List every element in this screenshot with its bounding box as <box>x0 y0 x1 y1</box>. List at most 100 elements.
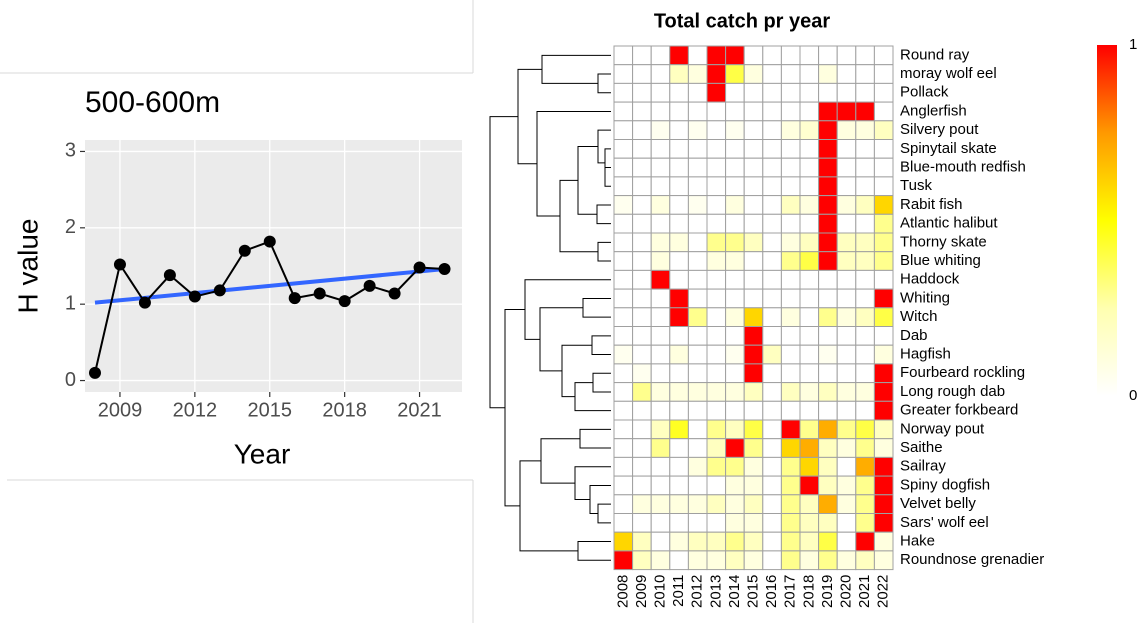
heat-cell <box>762 513 782 533</box>
heat-cell <box>650 382 671 402</box>
heat-cell <box>836 101 857 122</box>
heat-cell <box>762 344 782 365</box>
heat-cell <box>836 400 857 421</box>
heat-cell <box>762 550 782 571</box>
heat-cell <box>632 213 652 234</box>
heat-cell <box>725 120 745 141</box>
heat-cell <box>669 363 689 384</box>
heat-cell <box>780 176 801 197</box>
row-label: Fourbeard rockling <box>900 364 1025 381</box>
heat-cell <box>818 382 838 402</box>
heat-cell <box>855 45 875 66</box>
data-point <box>388 287 401 300</box>
heat-cell <box>613 195 634 215</box>
heat-cell <box>632 550 652 571</box>
heat-cell <box>669 531 689 552</box>
row-label: Greater forkbeard <box>900 402 1018 419</box>
row-label: Haddock <box>900 271 960 288</box>
data-point <box>338 295 351 308</box>
row-label: Velvet belly <box>900 495 976 512</box>
heat-cell <box>669 475 689 496</box>
heat-cell <box>650 307 671 327</box>
heat-cell <box>818 456 838 477</box>
heat-cell <box>725 213 745 234</box>
heat-cell <box>743 269 764 290</box>
heat-cell <box>669 382 689 402</box>
heat-cell <box>799 213 820 234</box>
heat-cell <box>873 157 894 178</box>
row-label: Spinytail skate <box>900 140 997 157</box>
heat-cell <box>762 139 782 159</box>
heat-cell <box>669 326 689 346</box>
heat-cell <box>836 120 857 141</box>
data-point <box>263 235 276 248</box>
heat-cell <box>836 494 857 514</box>
heat-cell <box>632 82 652 103</box>
heat-cell <box>743 326 764 346</box>
heat-cell <box>818 475 838 496</box>
heat-cell <box>706 531 727 552</box>
heat-cell <box>836 157 857 178</box>
heat-cell <box>799 382 820 402</box>
heat-cell <box>687 363 708 384</box>
heat-cell <box>836 531 857 552</box>
heat-cell <box>706 176 727 197</box>
heat-cell <box>743 550 764 571</box>
heat-cell <box>706 475 727 496</box>
heat-cell <box>873 82 894 103</box>
heat-cell <box>687 157 708 178</box>
heat-cell <box>818 213 838 234</box>
heat-cell <box>632 64 652 84</box>
heat-cell <box>762 157 782 178</box>
heat-cell <box>613 213 634 234</box>
heat-cell <box>613 438 634 458</box>
heat-cell <box>650 45 671 66</box>
heat-cell <box>855 438 875 458</box>
heat-cell <box>818 157 838 178</box>
heat-cell <box>818 344 838 365</box>
heat-cell <box>650 400 671 421</box>
heat-cell <box>743 438 764 458</box>
heat-cell <box>836 139 857 159</box>
heat-cell <box>632 157 652 178</box>
heat-cell <box>743 64 764 84</box>
heat-cell <box>669 288 689 309</box>
heat-cell <box>669 101 689 122</box>
heat-cell <box>780 363 801 384</box>
heat-cell <box>725 419 745 440</box>
heat-cell <box>818 307 838 327</box>
heat-cell <box>780 195 801 215</box>
heat-cell <box>855 176 875 197</box>
heat-cell <box>780 101 801 122</box>
heat-cell <box>650 344 671 365</box>
heat-cell <box>818 139 838 159</box>
heat-cell <box>855 139 875 159</box>
row-label: Atlantic halibut <box>900 215 998 232</box>
heat-cell <box>613 269 634 290</box>
x-tick-label: 2009 <box>98 399 143 421</box>
column-label: 2019 <box>819 575 836 608</box>
heat-cell <box>650 363 671 384</box>
heat-cell <box>687 531 708 552</box>
heat-cell <box>799 195 820 215</box>
heat-cell <box>743 195 764 215</box>
heat-cell <box>799 82 820 103</box>
x-tick-label: 2012 <box>173 399 218 421</box>
row-label: Whiting <box>900 289 950 306</box>
heat-cell <box>706 269 727 290</box>
heat-cell <box>687 344 708 365</box>
heat-cell <box>725 326 745 346</box>
heat-cell <box>873 531 894 552</box>
heat-cell <box>855 82 875 103</box>
heat-cell <box>687 326 708 346</box>
data-point <box>313 287 326 300</box>
heat-cell <box>669 456 689 477</box>
heat-cell <box>687 456 708 477</box>
heat-cell <box>669 213 689 234</box>
heat-cell <box>743 82 764 103</box>
column-label: 2008 <box>614 575 631 608</box>
heat-cell <box>799 456 820 477</box>
heat-cell <box>743 120 764 141</box>
heat-cell <box>855 64 875 84</box>
heat-cell <box>725 438 745 458</box>
